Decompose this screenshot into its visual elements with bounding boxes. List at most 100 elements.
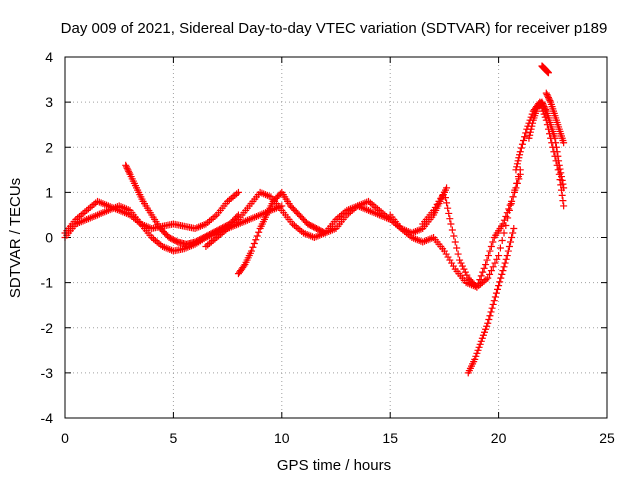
data-point [501,259,509,267]
data-point [474,279,482,287]
data-point [483,256,491,264]
data-point [509,229,517,237]
data-point [497,274,505,282]
series-track-10 [525,98,568,192]
data-point [122,163,130,171]
data-point [476,340,484,348]
data-point [513,179,521,187]
data-point [453,244,461,252]
data-point [516,148,524,156]
data-point [513,163,521,171]
x-tick-label: 15 [382,430,398,446]
data-point [493,255,501,263]
x-tick-label: 10 [274,430,290,446]
data-point [484,274,492,282]
data-point [444,204,452,212]
series-track-3 [122,161,242,248]
data-point [508,197,516,205]
y-axis-label: SDTVAR / TECUs [7,178,24,298]
data-point [505,243,513,251]
chart-title: Day 009 of 2021, Sidereal Day-to-day VTE… [61,20,608,37]
data-point [487,308,495,316]
data-point [488,304,496,312]
data-point [499,267,507,275]
data-point [496,244,504,252]
data-point [538,98,546,106]
data-point [539,101,547,109]
data-point [528,122,536,130]
x-tick-label: 0 [61,430,69,446]
data-point [554,152,562,160]
x-tick-label: 5 [170,430,178,446]
data-point [495,252,503,260]
plot-frame [64,56,608,419]
data-point [472,352,480,360]
y-tick-label: 2 [45,139,53,155]
data-point [249,243,257,251]
data-point [479,331,487,339]
data-point [480,264,488,272]
data-point [473,283,481,291]
data-point [454,250,462,258]
data-point [486,247,494,255]
data-point [525,134,533,142]
data-point [489,300,497,308]
x-tick-label: 20 [491,430,507,446]
data-point [500,263,508,271]
data-point [125,169,133,177]
data-point [544,69,552,77]
data-point [509,193,517,201]
data-point [440,188,448,196]
data-point [514,157,522,165]
data-point [478,334,486,342]
data-point [443,199,451,207]
data-point [240,262,248,270]
data-point [496,278,504,286]
data-point [510,188,518,196]
data-point [252,236,260,244]
data-point [255,228,263,236]
data-point [489,238,497,246]
data-point [520,136,528,144]
data-point [234,188,242,196]
data-point [482,325,490,333]
data-point [506,201,514,209]
data-point [450,232,458,240]
data-point [512,184,520,192]
data-point [541,104,549,112]
data-point [558,176,566,184]
data-point [124,166,132,174]
data-point [540,103,548,111]
data-point [477,337,485,345]
data-point [557,173,565,181]
data-point [460,265,468,273]
data-point [508,234,516,241]
data-point [556,165,564,173]
data-point [451,238,459,246]
y-tick-label: 0 [45,230,53,246]
data-point [539,100,547,108]
data-point [517,144,525,152]
data-point [557,169,565,177]
data-point [456,256,464,264]
data-point [477,272,485,280]
data-point [474,346,482,354]
data-point [461,268,469,276]
x-axis-label: GPS time / hours [277,457,391,474]
data-point [483,322,491,330]
data-point [253,232,261,240]
data-point [500,229,508,237]
data-point [522,129,530,137]
data-point [555,161,563,169]
y-tick-label: 3 [45,94,53,110]
data-point [558,191,566,199]
data-point [551,134,559,142]
data-point [515,154,523,162]
data-point [552,143,560,151]
data-point [560,139,568,147]
data-point [446,215,454,223]
data-point [529,119,537,127]
data-point [494,285,502,293]
data-point [484,319,492,327]
